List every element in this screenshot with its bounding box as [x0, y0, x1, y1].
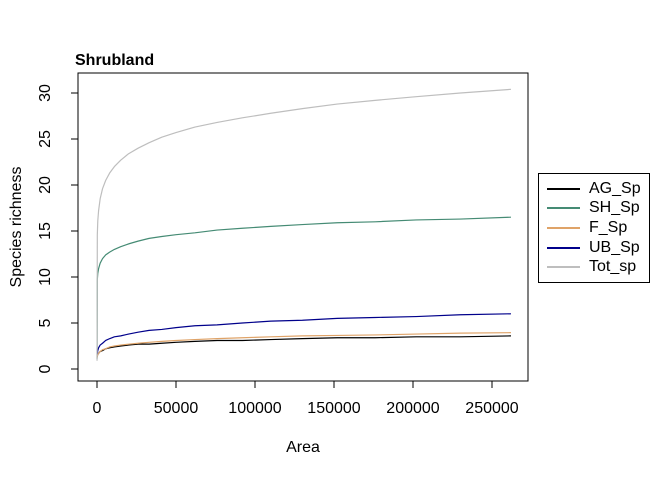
- y-tick-label: 25: [37, 130, 54, 148]
- legend-label: F_Sp: [589, 218, 628, 236]
- legend-line-swatch: [547, 187, 580, 190]
- legend-label: Tot_sp: [589, 258, 637, 276]
- legend-label: UB_Sp: [589, 238, 640, 256]
- y-tick-label: 10: [37, 268, 54, 286]
- x-tick-label: 50000: [154, 400, 199, 417]
- y-tick-label: 20: [37, 176, 54, 194]
- legend-item-F_Sp: F_Sp: [547, 218, 649, 238]
- x-tick-label: 150000: [307, 400, 360, 417]
- x-tick-label: 250000: [465, 400, 518, 417]
- x-tick-label: 200000: [386, 400, 439, 417]
- legend-item-SH_Sp: SH_Sp: [547, 199, 649, 219]
- legend-item-UB_Sp: UB_Sp: [547, 238, 649, 258]
- legend: AG_Sp SH_Sp F_Sp UB_Sp Tot_sp: [538, 173, 650, 283]
- legend-label: SH_Sp: [589, 199, 640, 217]
- legend-line-swatch: [547, 266, 580, 269]
- y-tick-label: 15: [37, 222, 54, 240]
- series-line-Tot_sp: [96, 88, 512, 361]
- legend-item-Tot_sp: Tot_sp: [547, 257, 649, 277]
- x-tick-label: 100000: [228, 400, 281, 417]
- series-line-AG_Sp: [96, 335, 511, 358]
- y-tick-label: 0: [37, 364, 54, 373]
- chart-title: Shrubland: [75, 52, 155, 69]
- plot-box: [77, 72, 529, 382]
- legend-line-swatch: [547, 226, 580, 229]
- legend-line-swatch: [547, 207, 580, 210]
- y-tick-label: 30: [37, 84, 54, 102]
- legend-item-AG_Sp: AG_Sp: [547, 179, 649, 199]
- series-line-UB_Sp: [96, 313, 511, 355]
- series-line-SH_Sp: [96, 216, 511, 359]
- legend-label: AG_Sp: [589, 179, 641, 197]
- x-tick-label: 0: [93, 400, 102, 417]
- series-line-F_Sp: [96, 332, 511, 359]
- y-tick-label: 5: [37, 318, 54, 327]
- x-axis-label: Area: [286, 439, 320, 456]
- legend-line-swatch: [547, 246, 580, 249]
